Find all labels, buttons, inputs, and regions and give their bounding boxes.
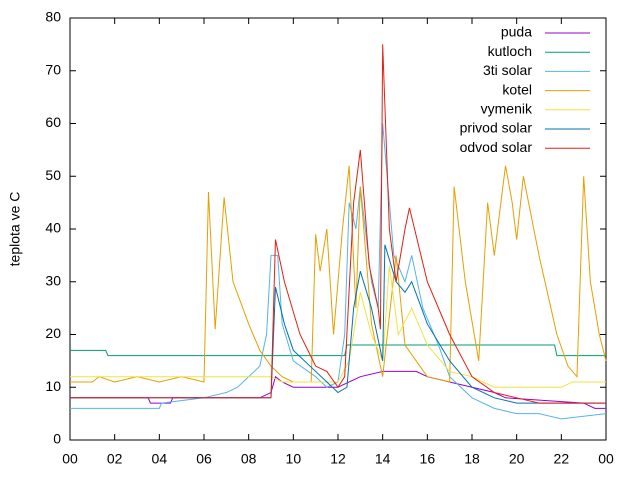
y-tick-label: 20 xyxy=(45,325,61,341)
series-line xyxy=(70,370,606,409)
y-tick-label: 50 xyxy=(45,167,61,183)
series-line xyxy=(70,165,607,383)
x-tick-label: 14 xyxy=(375,451,391,467)
legend-label: vymenik xyxy=(481,101,533,117)
x-tick-label: 16 xyxy=(420,451,436,467)
series-line xyxy=(70,265,606,388)
x-tick-label: 04 xyxy=(152,451,168,467)
x-tick-label: 22 xyxy=(554,451,570,467)
x-tick-label: 10 xyxy=(286,451,302,467)
series-line xyxy=(70,44,606,404)
series-line xyxy=(70,123,607,420)
series-line xyxy=(70,344,606,357)
legend-label: kotel xyxy=(502,81,532,97)
x-tick-label: 08 xyxy=(241,451,257,467)
x-tick-label: 02 xyxy=(107,451,123,467)
y-tick-label: 0 xyxy=(53,431,61,447)
legend-label: odvod solar xyxy=(460,139,533,155)
y-tick-label: 30 xyxy=(45,272,61,288)
x-tick-label: 06 xyxy=(196,451,212,467)
x-tick-label: 18 xyxy=(464,451,480,467)
legend-label: kutloch xyxy=(488,43,532,59)
x-tick-label: 00 xyxy=(62,451,78,467)
y-tick-label: 10 xyxy=(45,378,61,394)
x-tick-label: 00 xyxy=(598,451,614,467)
x-tick-label: 12 xyxy=(330,451,346,467)
x-tick-label: 20 xyxy=(509,451,525,467)
y-tick-label: 80 xyxy=(45,9,61,25)
y-tick-label: 70 xyxy=(45,61,61,77)
series-line xyxy=(70,244,606,404)
legend-label: privod solar xyxy=(460,120,533,136)
y-axis-label: teplota ve C xyxy=(7,192,23,267)
y-tick-label: 40 xyxy=(45,220,61,236)
y-tick-label: 60 xyxy=(45,114,61,130)
legend-label: 3ti solar xyxy=(483,62,532,78)
legend-label: puda xyxy=(501,24,532,40)
